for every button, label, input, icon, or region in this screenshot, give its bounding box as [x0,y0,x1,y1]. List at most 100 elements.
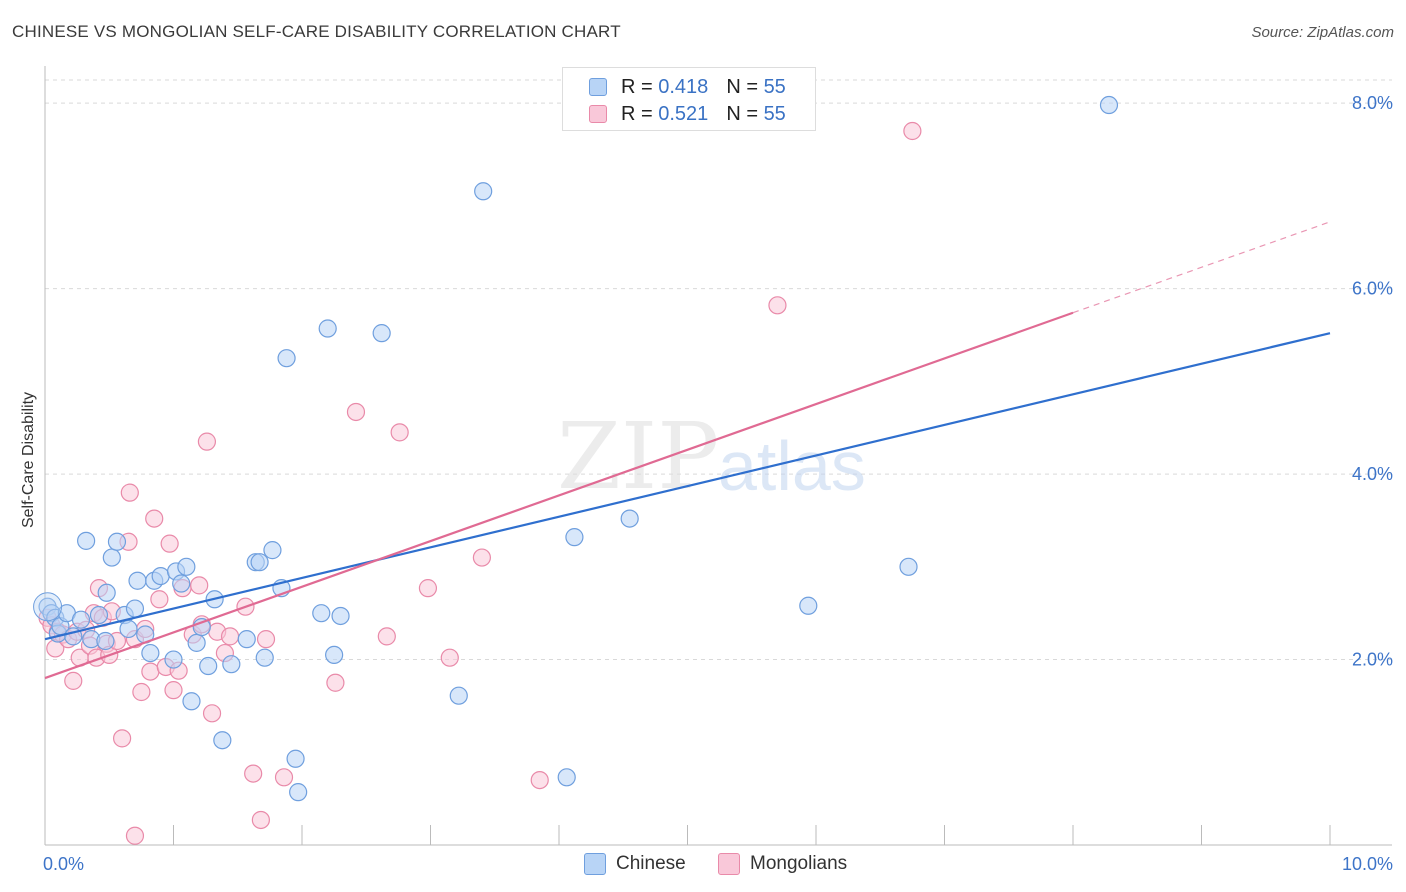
data-point-chinese [177,557,196,576]
data-point-mongolians [112,729,132,748]
data-point-chinese [151,566,170,586]
legend-r-value: 0.521 [658,102,709,125]
data-point-mongolians [120,483,139,502]
data-point-mongolians [903,121,922,141]
data-point-chinese [128,571,147,590]
data-point-mongolians [530,770,549,790]
trend-line-mongolians [44,311,1074,680]
bottom-legend-label-mongolians: Mongolians [750,853,848,874]
data-point-chinese [289,783,308,802]
data-point-chinese [312,604,331,623]
axis-layer [44,66,1392,846]
legend-r-label: R = [621,102,653,125]
x-tick-label: 10.0% [1342,854,1393,874]
data-point-mongolians [768,296,787,315]
data-point-chinese [799,596,818,615]
data-point-chinese [102,548,121,567]
y-tick-label: 4.0% [1352,464,1393,484]
data-point-mongolians [256,630,276,649]
data-point-chinese [277,349,296,368]
data-point-chinese [107,532,127,551]
data-point-mongolians [202,704,222,723]
chart-title: CHINESE VS MONGOLIAN SELF-CARE DISABILIT… [12,22,621,41]
legend-n-label: N = [726,75,758,98]
tick-label-layer: 2.0% 4.0% 6.0% 8.0% 0.0% 10.0% [43,93,1393,874]
data-point-chinese [1099,95,1119,115]
grid-layer [45,79,1392,661]
data-point-mongolians [164,681,183,700]
data-point-chinese [187,633,206,652]
x-tick-label: 0.0% [43,854,84,874]
legend: R = 0.418 N = 55 R = 0.521 N = 55 [562,67,816,131]
chart-source: Source: ZipAtlas.com [1251,24,1394,41]
data-point-mongolians [150,590,169,609]
data-point-mongolians [64,671,83,690]
legend-n-label: N = [726,102,758,125]
legend-r-label: R = [621,75,653,98]
y-axis-label: Self-Care Disability [20,391,37,529]
data-point-chinese [213,731,232,750]
data-point-mongolians [145,509,164,528]
legend-n-value: 55 [763,102,786,125]
data-point-chinese [71,610,91,629]
data-point-mongolians [220,627,240,646]
bottom-legend-swatch-mongolians [718,853,740,875]
data-point-chinese [325,645,344,665]
legend-n-value: 55 [763,75,786,98]
data-point-mongolians [244,764,263,783]
data-point-chinese [237,630,256,649]
data-point-chinese [119,619,138,639]
data-point-mongolians [326,673,345,692]
data-point-mongolians [132,682,151,702]
data-point-chinese [620,509,639,528]
data-point-mongolians [141,662,160,681]
data-point-chinese [331,606,350,626]
bottom-legend-chinese: Chinese [584,851,686,877]
legend-row-chinese: R = 0.418 N = 55 [589,75,786,99]
data-point-mongolians [251,810,270,830]
data-point-chinese [125,599,145,618]
data-point-chinese [255,648,274,667]
data-point-chinese [372,324,391,343]
data-point-mongolians [440,648,459,667]
data-point-chinese [250,553,269,572]
watermark-zip: ZIP [557,403,719,510]
data-point-chinese [89,605,109,625]
data-point-mongolians [346,402,366,422]
legend-r-value: 0.418 [658,75,709,98]
data-point-mongolians [274,768,294,787]
data-point-chinese [33,592,63,622]
data-point-chinese [199,656,218,676]
trend-line-extension-mongolians [1072,221,1331,314]
data-point-chinese [222,655,241,674]
data-point-chinese [96,631,115,651]
data-point-chinese [77,531,96,550]
legend-swatch-mongolians [589,105,607,123]
data-point-chinese [318,319,337,338]
data-point-mongolians [377,627,396,646]
data-point-chinese [97,583,116,602]
watermark-atlas: atlas [718,427,866,505]
data-point-chinese [182,692,201,711]
data-point-chinese [474,182,493,201]
data-point-chinese [557,768,576,787]
y-tick-label: 2.0% [1352,650,1393,670]
legend-swatch-chinese [589,78,607,96]
legend-row-mongolians: R = 0.521 N = 55 [589,102,786,126]
data-point-mongolians [190,576,209,595]
data-point-mongolians [390,423,409,442]
data-point-mongolians [418,579,438,598]
data-point-chinese [141,643,160,663]
bottom-legend-swatch-chinese [584,853,606,875]
data-point-mongolians [197,432,217,451]
data-point-chinese [565,528,584,547]
data-point-mongolians [125,826,145,845]
bottom-legend-mongolians: Mongolians [718,851,847,877]
data-point-chinese [263,541,282,560]
y-tick-label: 6.0% [1352,279,1393,299]
data-point-chinese [172,574,191,593]
data-point-mongolians [160,534,179,553]
data-point-chinese [449,686,468,705]
bottom-legend-label-chinese: Chinese [616,853,686,874]
